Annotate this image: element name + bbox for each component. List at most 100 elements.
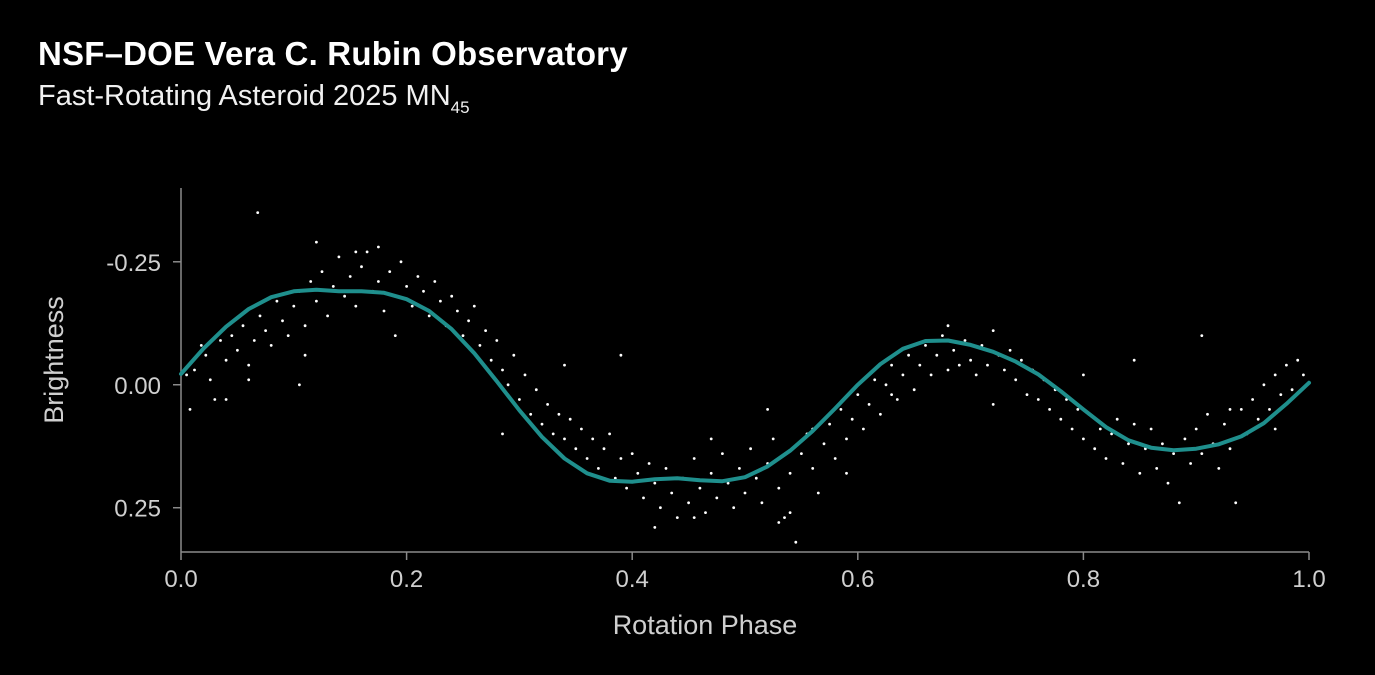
data-point xyxy=(1194,427,1198,431)
data-point xyxy=(523,373,527,377)
data-point xyxy=(1076,408,1080,411)
data-point xyxy=(777,486,781,490)
data-point xyxy=(957,363,961,367)
data-point xyxy=(1200,452,1204,455)
data-point xyxy=(630,452,634,455)
data-point xyxy=(1070,427,1074,431)
data-point xyxy=(298,383,301,387)
data-point xyxy=(760,501,764,505)
header: NSF–DOE Vera C. Rubin Observatory Fast-R… xyxy=(38,34,628,116)
data-point xyxy=(884,383,888,387)
data-point xyxy=(264,329,267,332)
data-point xyxy=(1206,412,1209,416)
fit-curve xyxy=(179,287,1311,484)
data-point xyxy=(1290,388,1294,392)
data-point xyxy=(952,348,956,352)
data-point xyxy=(1014,378,1018,382)
data-point xyxy=(534,388,538,392)
data-point xyxy=(879,412,882,416)
data-point xyxy=(365,250,369,254)
data-point xyxy=(1161,442,1164,446)
data-point xyxy=(422,289,425,293)
data-point xyxy=(1098,427,1102,431)
data-point xyxy=(890,363,893,367)
data-point xyxy=(912,388,916,392)
data-point xyxy=(1110,432,1113,436)
data-point xyxy=(788,511,792,514)
data-point xyxy=(230,334,234,337)
data-point xyxy=(258,314,262,318)
page-title: NSF–DOE Vera C. Rubin Observatory xyxy=(38,35,628,72)
x-axis-title: Rotation Phase xyxy=(613,610,798,640)
data-point xyxy=(754,476,758,480)
data-point xyxy=(580,427,583,431)
data-point xyxy=(1127,442,1130,446)
data-point xyxy=(343,294,346,298)
data-point xyxy=(1279,393,1283,396)
data-point xyxy=(692,457,696,460)
data-point xyxy=(749,447,752,451)
data-point xyxy=(1302,373,1305,377)
data-point xyxy=(924,344,927,347)
y-axis-title: Brightness xyxy=(39,296,69,424)
data-point xyxy=(1008,348,1012,352)
data-point xyxy=(529,412,533,416)
data-point xyxy=(591,437,595,441)
data-point xyxy=(252,339,256,342)
data-point xyxy=(833,457,837,460)
data-point xyxy=(315,240,318,244)
data-point xyxy=(794,540,798,544)
data-point xyxy=(518,398,521,401)
x-tick-label: 1.0 xyxy=(1292,566,1325,593)
data-point xyxy=(1183,437,1187,441)
data-point xyxy=(946,368,950,372)
data-point xyxy=(574,447,578,451)
data-point xyxy=(416,275,420,278)
data-point xyxy=(1251,398,1254,401)
data-point xyxy=(918,363,922,367)
data-point xyxy=(721,452,724,455)
data-point xyxy=(489,358,493,362)
data-point xyxy=(433,280,437,283)
data-point xyxy=(963,339,967,342)
data-point xyxy=(647,462,651,465)
data-point xyxy=(236,348,239,352)
data-point xyxy=(619,353,623,357)
data-point xyxy=(337,255,341,259)
data-point xyxy=(256,211,260,215)
data-point xyxy=(895,398,899,401)
data-point xyxy=(478,344,482,347)
data-point xyxy=(1285,363,1288,367)
data-point xyxy=(399,260,403,264)
data-point xyxy=(783,516,786,519)
data-point xyxy=(188,408,192,411)
data-point xyxy=(862,427,865,431)
data-point xyxy=(1036,398,1040,401)
data-point xyxy=(219,339,222,342)
data-point xyxy=(709,471,713,475)
data-point xyxy=(1155,467,1159,470)
data-point xyxy=(348,275,352,278)
data-point xyxy=(625,486,628,490)
data-point xyxy=(1093,447,1097,451)
data-point xyxy=(986,363,989,367)
data-point xyxy=(738,467,741,470)
data-point xyxy=(1234,501,1238,505)
data-point xyxy=(1273,427,1277,431)
data-point xyxy=(608,432,611,436)
data-point xyxy=(320,270,324,273)
data-point xyxy=(969,358,972,362)
data-point xyxy=(585,457,589,460)
data-point xyxy=(303,353,307,357)
data-point xyxy=(501,432,504,436)
data-point xyxy=(845,437,848,441)
data-point xyxy=(501,368,504,372)
data-point xyxy=(1223,422,1226,426)
data-point xyxy=(563,363,566,367)
data-point xyxy=(1262,383,1266,387)
data-point xyxy=(743,491,747,495)
x-tick-label: 0.0 xyxy=(164,566,197,593)
data-point xyxy=(1082,373,1085,377)
data-point xyxy=(946,324,950,328)
data-point xyxy=(540,422,544,426)
